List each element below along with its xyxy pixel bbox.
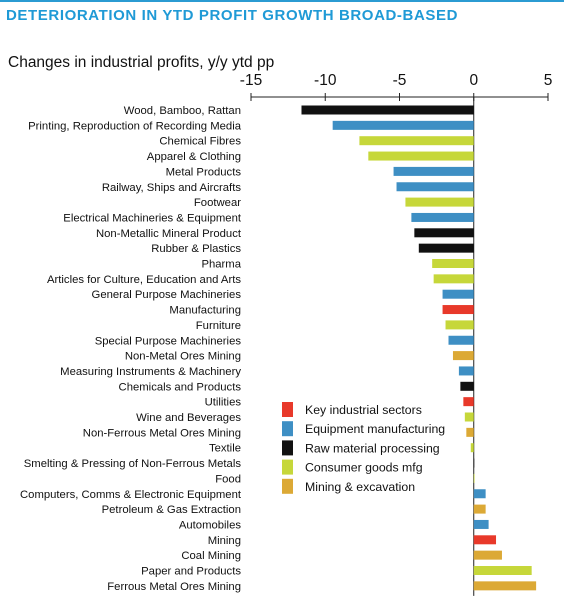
bar — [473, 566, 532, 575]
category-label: Pharma — [201, 259, 241, 271]
bar — [442, 289, 474, 299]
category-label: Petroleum & Gas Extraction — [102, 504, 241, 516]
category-label: Footwear — [194, 197, 241, 209]
bar — [393, 166, 474, 176]
bar — [359, 136, 474, 146]
chart-subtitle: Changes in industrial profits, y/y ytd p… — [8, 54, 275, 71]
bar — [405, 197, 474, 207]
legend-swatch — [282, 478, 293, 494]
legend-swatch — [282, 421, 293, 437]
bar — [445, 320, 474, 330]
category-label: Paper and Products — [141, 566, 241, 578]
bar — [433, 274, 474, 284]
bar — [470, 443, 474, 453]
bar — [473, 489, 486, 499]
bar — [464, 412, 474, 422]
category-label: Mining — [208, 535, 241, 547]
bar — [473, 473, 475, 483]
category-label: Electrical Machineries & Equipment — [63, 212, 242, 224]
bar — [301, 105, 474, 115]
category-label: Textile — [209, 443, 241, 455]
category-label: Non-Metal Ores Mining — [125, 351, 241, 363]
bar — [452, 351, 474, 361]
category-label: Special Purpose Machineries — [95, 335, 242, 347]
category-label: Computers, Comms & Electronic Equipment — [20, 489, 242, 501]
bar — [473, 458, 475, 468]
bar — [414, 228, 474, 238]
bar — [473, 519, 489, 529]
category-label: Apparel & Clothing — [147, 151, 241, 163]
bar — [460, 381, 474, 391]
bar — [442, 305, 474, 315]
category-label: Non-Ferrous Metal Ores Mining — [83, 427, 241, 439]
category-label: Automobiles — [179, 519, 242, 531]
category-label: Chemical Fibres — [159, 136, 241, 148]
bar — [368, 151, 474, 161]
bar — [448, 335, 474, 345]
legend-swatch — [282, 402, 293, 417]
bar — [473, 581, 537, 591]
bar — [411, 212, 474, 222]
x-tick-label: -10 — [314, 72, 337, 89]
chart-title: DETERIORATION IN YTD PROFIT GROWTH BROAD… — [6, 7, 459, 24]
category-label: Rubber & Plastics — [151, 243, 241, 255]
bar — [418, 243, 474, 253]
legend-swatch — [282, 440, 293, 456]
legend-label: Key industrial sectors — [305, 403, 422, 417]
category-label: Measuring Instruments & Machinery — [60, 366, 241, 378]
legend-label: Equipment manufacturing — [305, 422, 445, 436]
bar — [458, 366, 474, 376]
category-label: Furniture — [196, 320, 241, 332]
bar — [466, 427, 474, 437]
bar — [432, 259, 474, 268]
legend-swatch — [282, 459, 293, 475]
category-label: Railway, Ships and Aircrafts — [102, 182, 242, 194]
category-label: Chemicals and Products — [119, 381, 242, 393]
bar — [473, 504, 486, 514]
category-label: Non-Metallic Mineral Product — [96, 228, 242, 240]
legend-label: Consumer goods mfg — [305, 461, 423, 475]
category-label: Articles for Culture, Education and Arts — [47, 274, 241, 286]
bar — [396, 182, 474, 192]
category-label: Printing, Reproduction of Recording Medi… — [28, 120, 242, 132]
legend-label: Raw material processing — [305, 441, 440, 455]
x-tick-label: 0 — [469, 72, 478, 89]
category-label: Smelting & Pressing of Non-Ferrous Metal… — [24, 458, 242, 470]
category-label: Metal Products — [166, 166, 242, 178]
x-tick-label: -15 — [240, 72, 262, 89]
category-label: Food — [215, 473, 241, 485]
legend-label: Mining & excavation — [305, 480, 415, 494]
category-label: Ferrous Metal Ores Mining — [107, 581, 241, 593]
x-tick-label: 5 — [544, 72, 553, 89]
category-label: Manufacturing — [169, 305, 241, 317]
category-label: Utilities — [205, 397, 242, 409]
bar — [332, 120, 474, 130]
category-label: General Purpose Machineries — [92, 289, 242, 301]
category-label: Wood, Bamboo, Rattan — [124, 105, 241, 117]
bar — [473, 550, 502, 560]
x-tick-label: -5 — [393, 72, 407, 89]
category-label: Wine and Beverages — [136, 412, 241, 424]
bar — [463, 397, 474, 407]
bar — [473, 535, 497, 545]
category-label: Coal Mining — [181, 550, 241, 562]
top-rule — [0, 0, 564, 2]
